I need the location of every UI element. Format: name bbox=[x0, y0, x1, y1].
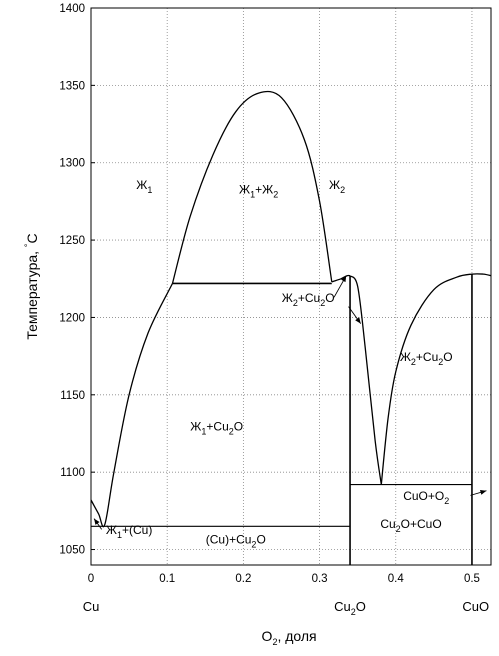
arrow-to-peak-head bbox=[341, 275, 347, 283]
y-tick-label: 1250 bbox=[59, 235, 85, 247]
x-tick-label: 0.5 bbox=[464, 573, 480, 585]
region-label: Ж1 bbox=[136, 178, 152, 195]
invariant-lines bbox=[91, 274, 473, 565]
curve-liquidus-cuo-left bbox=[380, 273, 492, 485]
component-label: Cu bbox=[83, 599, 100, 614]
region-label: Ж1+(Cu) bbox=[106, 523, 152, 540]
arrow-to-cu-eutectic-head bbox=[94, 518, 100, 525]
y-tick-label: 1400 bbox=[59, 3, 85, 15]
y-tick-label: 1050 bbox=[59, 545, 85, 557]
annotation-arrows bbox=[93, 275, 487, 530]
y-axis-title-text: Температура, °С bbox=[23, 233, 40, 339]
curve-liquidus-cu2o-right bbox=[349, 275, 382, 485]
y-tick-label: 1100 bbox=[60, 467, 85, 479]
arrow-to-cu2o-liquidus-head bbox=[355, 317, 361, 324]
region-label: CuO+O2 bbox=[403, 489, 449, 506]
y-tick-label: 1200 bbox=[59, 312, 85, 324]
x-tick-label: 0.3 bbox=[312, 573, 328, 585]
region-label: Ж2+Cu2O bbox=[282, 291, 335, 308]
region-label: Ж1+Ж2 bbox=[239, 183, 278, 200]
grid bbox=[91, 8, 491, 565]
curve-liquidus-cu-side bbox=[90, 283, 174, 528]
region-label: Ж1+Cu2O bbox=[190, 419, 243, 436]
y-tick-label: 1150 bbox=[60, 390, 85, 402]
region-label: Ж2+Cu2O bbox=[400, 350, 453, 367]
plot-frame bbox=[90, 7, 492, 566]
y-tick-labels: 1050 1100 1150 1200 1250 1300 1350 1400 bbox=[59, 3, 95, 557]
curve-miscibility-gap bbox=[171, 90, 333, 284]
region-labels: Ж1 Ж1+Ж2 Ж2 Ж2+Cu2O Ж2+Cu2O Ж1+Cu2O CuO+O2 Cu2O… bbox=[106, 178, 453, 549]
x-tick-label: 0.4 bbox=[388, 573, 405, 585]
y-tick-label: 1300 bbox=[59, 158, 85, 170]
region-label: Ж2 bbox=[329, 178, 345, 195]
phase-boundaries bbox=[90, 90, 492, 528]
x-tick-label: 0 bbox=[88, 573, 94, 585]
component-labels: Cu Cu2O CuO bbox=[83, 599, 489, 617]
arrow-to-cuo-o2-head bbox=[479, 490, 487, 495]
x-axis-title-text: O2, доля bbox=[262, 628, 317, 647]
x-tick-labels: 0 0.1 0.2 0.3 0.4 0.5 bbox=[88, 573, 480, 585]
y-tick-label: 1350 bbox=[59, 80, 85, 92]
region-label: Cu2O+CuO bbox=[380, 517, 441, 534]
region-label: (Cu)+Cu2O bbox=[206, 532, 266, 549]
curve-liquidus-cu2o-left bbox=[331, 274, 351, 283]
component-label: CuO bbox=[462, 599, 489, 614]
component-label: Cu2O bbox=[334, 599, 366, 617]
x-tick-label: 0.2 bbox=[235, 573, 251, 585]
x-tick-label: 0.1 bbox=[159, 573, 175, 585]
